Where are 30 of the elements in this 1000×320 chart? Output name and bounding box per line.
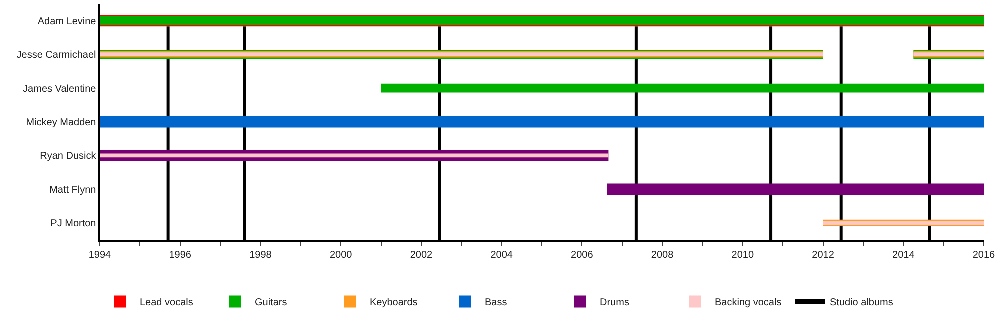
x-tick-label: 2002 <box>410 250 434 261</box>
y-tick-label: James Valentine <box>23 84 97 95</box>
legend-label: Keyboards <box>370 298 418 309</box>
legend-label: Guitars <box>255 298 288 309</box>
y-tick-label: Jesse Carmichael <box>16 50 96 62</box>
y-tick-label: Matt Flynn <box>50 184 96 196</box>
bar <box>608 184 984 196</box>
bar <box>100 154 609 158</box>
y-tick-label: PJ Morton <box>50 218 96 230</box>
legend-label: Bass <box>485 298 508 309</box>
x-tick-label: 2012 <box>812 250 835 261</box>
x-tick-label: 2000 <box>330 250 353 261</box>
x-tick-label: 1996 <box>169 250 192 261</box>
legend-label: Drums <box>600 298 630 309</box>
x-tick-label: 2010 <box>732 250 754 261</box>
x-tick-label: 1994 <box>88 250 112 261</box>
bar <box>381 84 984 93</box>
legend-label: Lead vocals <box>140 298 194 309</box>
y-tick-label: Ryan Dusick <box>40 151 98 162</box>
legend-label: Backing vocals <box>715 298 782 309</box>
x-tick-label: 2014 <box>892 250 916 261</box>
x-tick-label: 2004 <box>490 250 514 261</box>
y-tick-label: Adam Levine <box>38 16 97 28</box>
bar <box>100 116 984 128</box>
x-tick-label: 1998 <box>250 250 272 261</box>
x-tick-label: 2016 <box>972 250 996 261</box>
y-tick-label: Mickey Madden <box>26 118 96 128</box>
x-tick-label: 2008 <box>651 250 674 261</box>
x-tick-label: 2006 <box>571 250 594 261</box>
legend-label: Studio albums <box>830 298 894 309</box>
